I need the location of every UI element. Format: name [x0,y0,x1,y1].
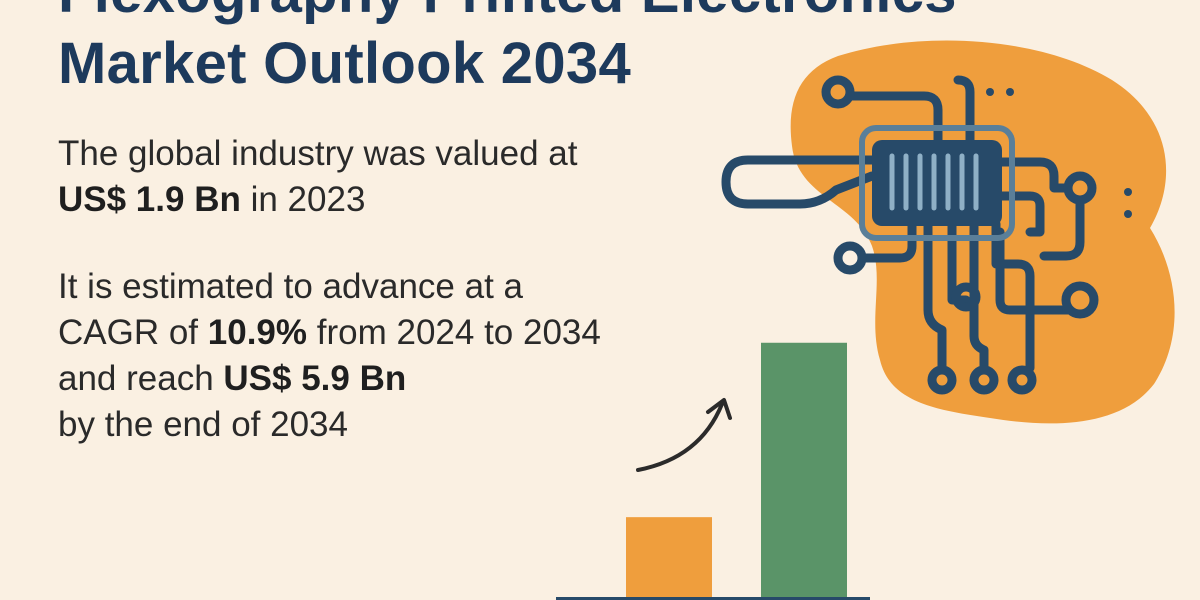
market-value-2034: US$ 5.9 Bn [223,359,407,398]
cagr-prefix: CAGR of [58,313,199,352]
forecast-line-1: It is estimated to advance at a [58,267,523,306]
intro-paragraph: The global industry was valued at US$ 1.… [58,131,577,223]
chip-outline [859,125,1015,241]
chip-stripes [889,153,979,211]
bar-2034 [761,342,847,600]
forecast-line-3: and reach US$ 5.9 Bn [58,356,601,402]
page-title-line-1: Flexography Printed Electronics [58,0,957,26]
growth-arrow-icon [636,398,732,472]
reach-prefix: and reach [58,359,214,398]
cagr-period: from 2024 to 2034 [316,313,601,352]
intro-year-text: in 2023 [250,180,366,219]
circuit-dots [986,88,1132,218]
forecast-paragraph: It is estimated to advance at a CAGR of … [58,264,601,448]
intro-line-2: US$ 1.9 Bn in 2023 [58,177,577,223]
bar-group [626,342,847,600]
page-title-line-2: Market Outlook 2034 [58,31,632,96]
circuit-chip-icon [721,75,1099,395]
forecast-line-2: CAGR of 10.9% from 2024 to 2034 [58,310,601,356]
market-value-2023: US$ 1.9 Bn [58,180,241,219]
forecast-line-4: by the end of 2034 [58,405,348,444]
intro-line-1: The global industry was valued at [58,134,578,173]
orange-blob-shape [790,40,1175,424]
cagr-value: 10.9% [207,313,308,352]
bar-2023 [626,517,712,600]
